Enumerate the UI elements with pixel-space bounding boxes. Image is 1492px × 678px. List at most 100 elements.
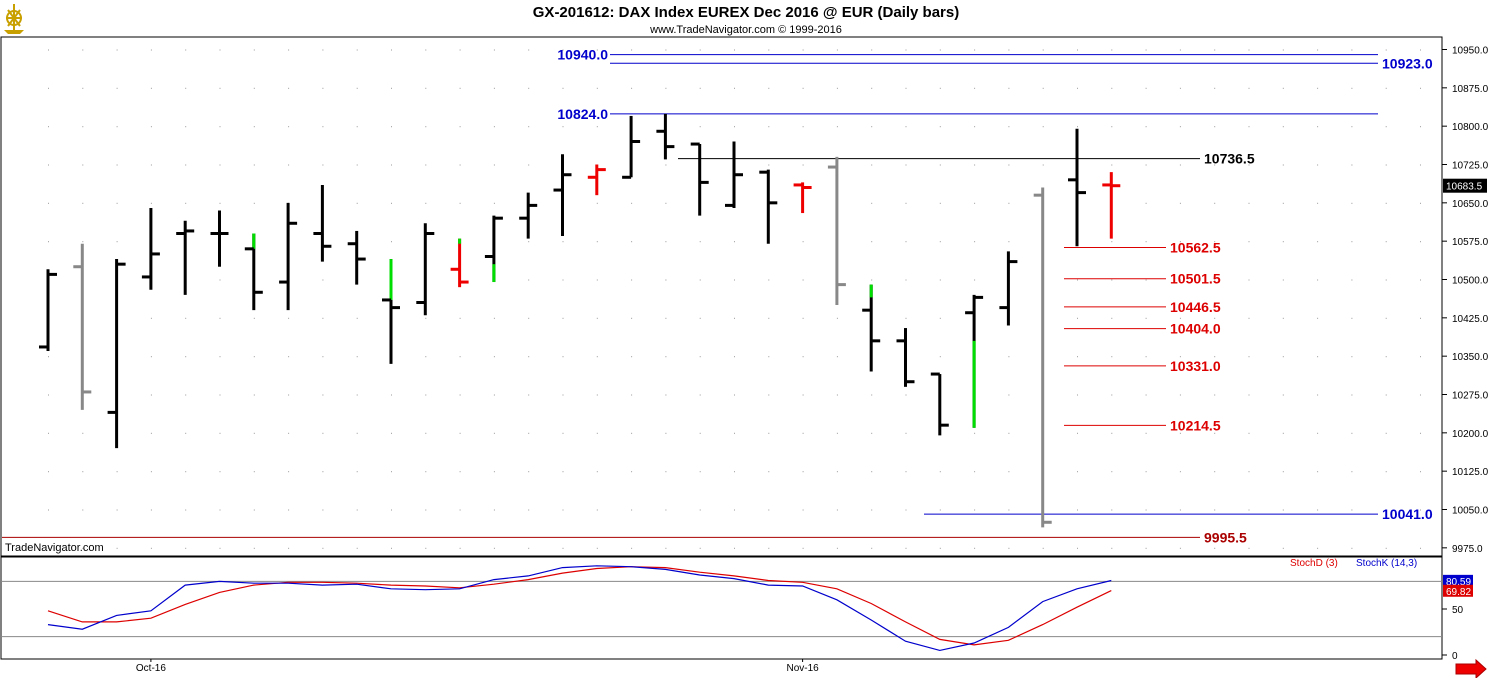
grid-dot <box>150 356 152 358</box>
grid-dot <box>699 471 701 473</box>
grid-dot <box>150 164 152 166</box>
grid-dot <box>734 279 735 281</box>
grid-dot <box>1351 432 1353 434</box>
grid-dot <box>391 49 392 51</box>
grid-dot <box>905 202 907 204</box>
grid-dot <box>1282 279 1284 281</box>
grid-dot <box>905 394 907 396</box>
grid-dot <box>391 164 392 166</box>
grid-dot <box>665 547 667 549</box>
grid-dot <box>425 356 427 358</box>
grid-dot <box>185 356 187 358</box>
grid-dot <box>631 279 633 281</box>
y-tick-label: 10275.0 <box>1452 391 1489 402</box>
grid-dot <box>631 241 633 243</box>
right-arrow-icon[interactable] <box>1455 658 1487 678</box>
ohlc-bar <box>382 259 400 364</box>
grid-dot <box>288 49 290 51</box>
grid-dot <box>1145 432 1147 434</box>
grid-dot <box>1282 509 1284 511</box>
grid-dot <box>1317 49 1319 51</box>
grid-dot <box>802 87 804 89</box>
grid-dot <box>1111 547 1113 549</box>
y-tick-label: 10350.0 <box>1452 352 1489 363</box>
grid-dot <box>48 241 49 243</box>
grid-dot <box>768 49 770 51</box>
grid-dot <box>631 202 633 204</box>
grid-dot <box>939 356 941 358</box>
grid-dot <box>734 241 735 243</box>
grid-dot <box>322 164 324 166</box>
grid-dot <box>871 394 873 396</box>
grid-dot <box>528 49 530 51</box>
grid-dot <box>1248 394 1250 396</box>
grid-dot <box>425 509 427 511</box>
grid-dot <box>596 317 598 319</box>
grid-dot <box>493 202 495 204</box>
grid-dot <box>1111 279 1113 281</box>
grid-dot <box>768 432 770 434</box>
grid-dot <box>939 87 941 89</box>
grid-dot <box>1179 394 1181 396</box>
grid-dot <box>253 356 255 358</box>
grid-dot <box>185 126 187 128</box>
grid-dot <box>116 87 118 89</box>
grid-dot <box>1317 547 1319 549</box>
grid-dot <box>459 432 461 434</box>
ohlc-bar <box>141 207 160 290</box>
grid-dot <box>288 87 290 89</box>
grid-dot <box>219 49 221 51</box>
grid-dot <box>631 49 633 51</box>
grid-dot <box>802 509 804 511</box>
grid-dot <box>1282 356 1284 358</box>
grid-dot <box>631 394 633 396</box>
grid-dot <box>185 471 187 473</box>
grid-dot <box>391 394 392 396</box>
grid-dot <box>871 547 873 549</box>
level-label: 10214.5 <box>1170 417 1221 433</box>
grid-dot <box>974 471 976 473</box>
grid-dot <box>1077 356 1078 358</box>
grid-dot <box>253 471 255 473</box>
grid-dot <box>1008 202 1010 204</box>
grid-dot <box>288 509 290 511</box>
grid-dot <box>1179 317 1181 319</box>
grid-dot <box>528 394 530 396</box>
grid-dot <box>150 432 152 434</box>
grid-dot <box>734 471 735 473</box>
grid-dot <box>459 317 461 319</box>
stoch-tick-label: 50 <box>1452 605 1464 616</box>
grid-dot <box>82 202 84 204</box>
grid-dot <box>631 547 633 549</box>
grid-dot <box>1420 49 1421 51</box>
ohlc-bar <box>725 141 743 208</box>
grid-dot <box>48 356 49 358</box>
grid-dot <box>391 471 392 473</box>
ohlc-bar <box>416 223 435 316</box>
grid-dot <box>356 394 358 396</box>
grid-dot <box>1385 49 1387 51</box>
level-label: 10562.5 <box>1170 240 1221 256</box>
grid-dot <box>768 509 770 511</box>
watermark: TradeNavigator.com <box>5 542 104 554</box>
grid-dot <box>1077 317 1078 319</box>
grid-dot <box>48 202 49 204</box>
grid-dot <box>1111 432 1113 434</box>
grid-dot <box>493 317 495 319</box>
grid-dot <box>1008 394 1010 396</box>
grid-dot <box>734 356 735 358</box>
level-label: 10331.0 <box>1170 358 1221 374</box>
grid-dot <box>1248 49 1250 51</box>
grid-dot <box>1420 356 1421 358</box>
grid-dot <box>356 126 358 128</box>
header: GX-201612: DAX Index EUREX Dec 2016 @ EU… <box>4 4 959 36</box>
grid-dot <box>253 87 255 89</box>
grid-dot <box>288 356 290 358</box>
grid-dot <box>974 202 976 204</box>
grid-dot <box>1248 432 1250 434</box>
grid-dot <box>116 126 118 128</box>
grid-dot <box>836 547 838 549</box>
grid-dot <box>1179 202 1181 204</box>
grid-dot <box>48 49 49 51</box>
grid-dot <box>82 164 84 166</box>
